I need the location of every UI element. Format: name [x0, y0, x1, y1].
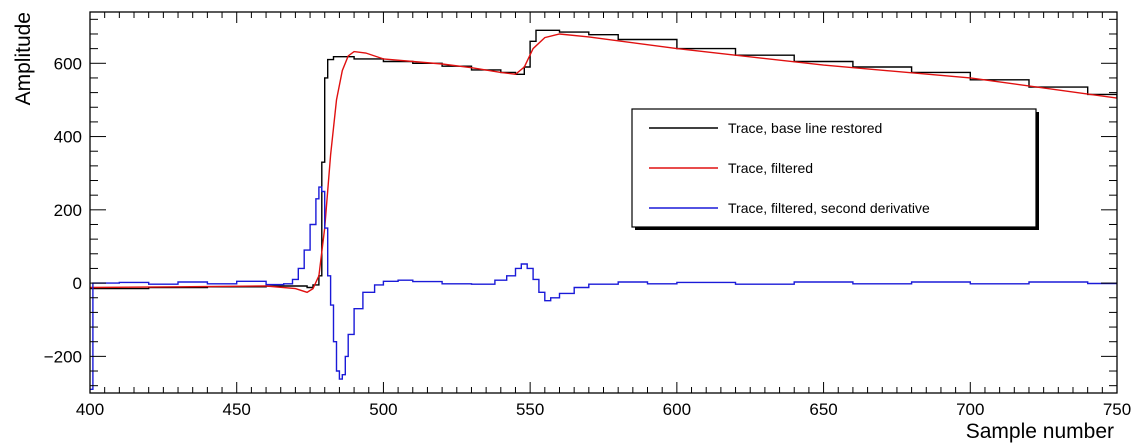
y-tick-label: 200	[54, 201, 82, 220]
y-axis: −200 0 200 400 600	[44, 18, 1117, 387]
x-tick-label: 600	[663, 400, 691, 419]
y-tick-label: −200	[44, 347, 82, 366]
y-tick-label: 0	[73, 274, 82, 293]
series-line-2	[90, 33, 1117, 294]
x-tick-label: 650	[809, 400, 837, 419]
x-axis: 400 450 500 550 600 650 700 750	[76, 12, 1131, 419]
series-line-1	[90, 29, 1117, 290]
y-tick-label: 400	[54, 128, 82, 147]
legend: Trace, base line restored Trace, filtered…	[631, 108, 1039, 230]
series-line-3	[90, 186, 1117, 390]
legend-label-3: Trace, filtered, second derivative	[728, 200, 930, 216]
y-tick-label: 600	[54, 54, 82, 73]
x-tick-label: 750	[1103, 400, 1131, 419]
y-axis-title: Amplitude	[12, 12, 35, 105]
x-tick-label: 400	[76, 400, 104, 419]
legend-label-2: Trace, filtered	[728, 160, 813, 176]
x-axis-title: Sample number	[966, 420, 1114, 443]
x-tick-label: 700	[956, 400, 984, 419]
x-tick-label: 550	[516, 400, 544, 419]
plot-lines	[90, 29, 1117, 390]
x-tick-label: 500	[369, 400, 397, 419]
x-tick-label: 450	[223, 400, 251, 419]
legend-label-1: Trace, base line restored	[728, 120, 882, 136]
